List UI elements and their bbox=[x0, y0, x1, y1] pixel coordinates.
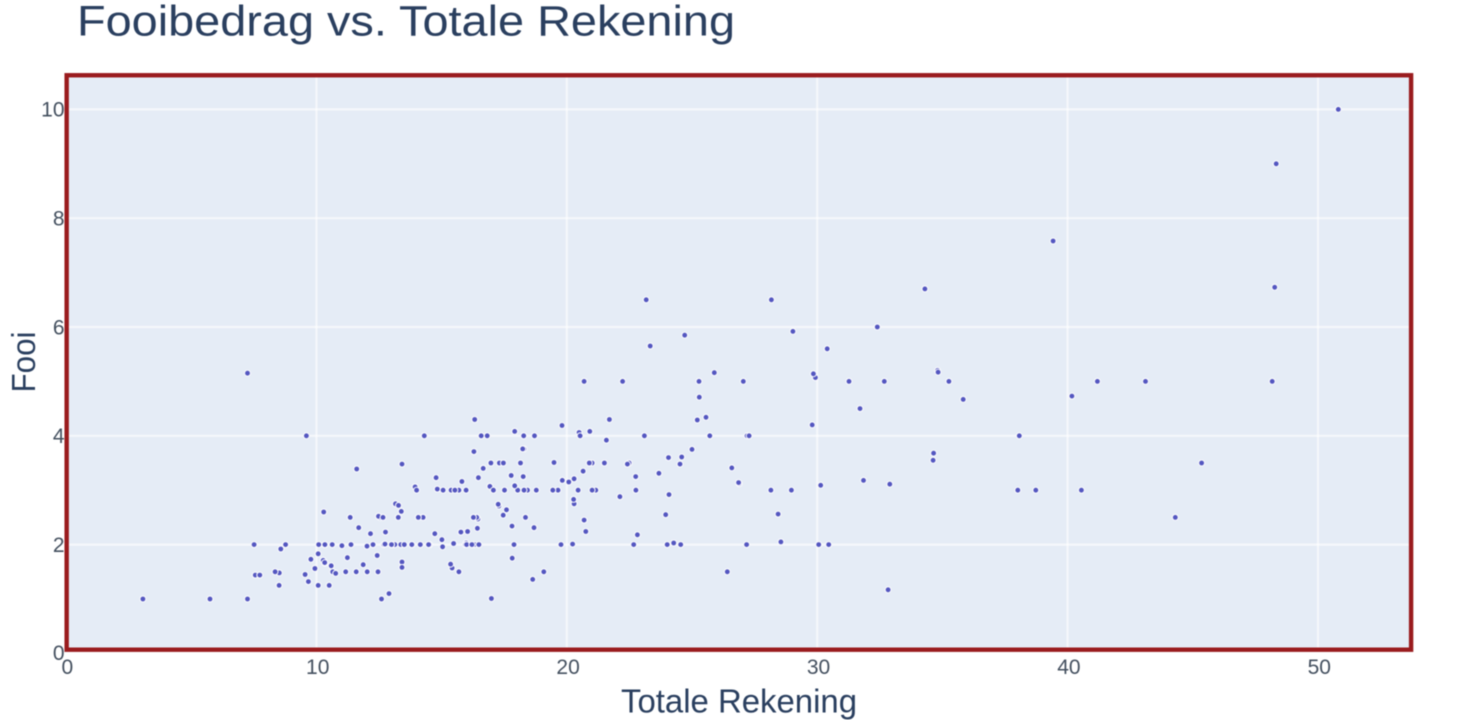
svg-text:30: 30 bbox=[807, 656, 830, 679]
svg-text:8: 8 bbox=[53, 208, 65, 231]
svg-text:0: 0 bbox=[53, 642, 65, 665]
svg-text:10: 10 bbox=[306, 656, 329, 679]
svg-text:50: 50 bbox=[1308, 656, 1331, 679]
svg-text:40: 40 bbox=[1057, 656, 1080, 679]
svg-text:Totale Rekening: Totale Rekening bbox=[621, 683, 857, 720]
svg-text:Fooibedrag vs. Totale Rekening: Fooibedrag vs. Totale Rekening bbox=[77, 0, 735, 46]
svg-text:0: 0 bbox=[61, 656, 73, 679]
svg-text:Fooi: Fooi bbox=[5, 332, 42, 393]
svg-text:10: 10 bbox=[41, 99, 64, 122]
svg-text:2: 2 bbox=[53, 534, 65, 557]
svg-text:4: 4 bbox=[53, 425, 65, 448]
svg-text:20: 20 bbox=[556, 656, 579, 679]
svg-text:6: 6 bbox=[53, 316, 65, 339]
